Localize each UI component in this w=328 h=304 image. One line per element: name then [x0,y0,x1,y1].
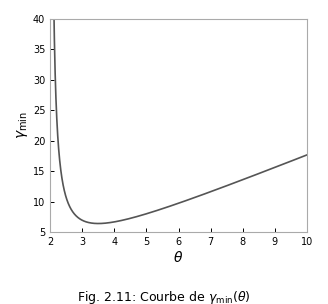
Text: Fig. 2.11: Courbe de $\gamma_{\min}(\theta)$: Fig. 2.11: Courbe de $\gamma_{\min}(\the… [77,289,251,304]
Y-axis label: $\gamma_{\min}$: $\gamma_{\min}$ [15,112,30,140]
X-axis label: $\theta$: $\theta$ [174,250,184,265]
